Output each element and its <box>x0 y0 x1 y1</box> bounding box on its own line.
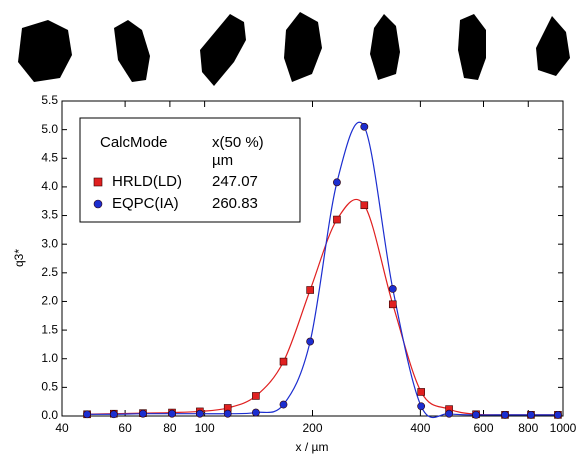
y-tick-label: 1.5 <box>41 322 58 336</box>
x-tick-label: 80 <box>163 421 177 435</box>
point <box>306 286 314 294</box>
point <box>554 410 562 419</box>
y-tick-label: 2.5 <box>41 265 58 279</box>
point <box>306 337 315 346</box>
y-tick-label: 3.5 <box>41 208 58 222</box>
y-tick-label: 3.0 <box>41 236 58 250</box>
point <box>109 410 118 419</box>
point <box>223 409 232 418</box>
x-tick-label: 1000 <box>550 421 577 435</box>
legend-value: 260.83 <box>212 195 258 212</box>
series-line <box>87 198 558 416</box>
y-axis-label: q3* <box>12 249 26 267</box>
point <box>168 409 176 418</box>
point <box>360 201 369 210</box>
point <box>279 357 288 366</box>
legend-marker <box>93 177 103 187</box>
legend-label: EQPC(IA) <box>112 195 179 212</box>
point <box>251 408 260 417</box>
point <box>360 122 369 131</box>
x-tick-label: 800 <box>518 421 538 435</box>
y-tick-label: 0.0 <box>41 408 58 422</box>
point <box>83 410 92 419</box>
y-tick-label: 4.5 <box>41 150 58 164</box>
x-axis-label: x / µm <box>296 440 329 454</box>
legend-title: CalcMode <box>100 134 168 151</box>
point <box>445 409 453 418</box>
y-tick-label: 4.0 <box>41 179 58 193</box>
point <box>388 284 397 293</box>
legend-value-header: x(50 %) <box>212 134 264 151</box>
x-tick-label: 600 <box>473 421 493 435</box>
legend-marker <box>93 199 103 209</box>
point <box>333 215 341 224</box>
particle-images <box>18 12 570 86</box>
point <box>501 410 509 419</box>
point <box>417 402 426 411</box>
y-tick-label: 2.0 <box>41 294 58 308</box>
point <box>527 410 535 419</box>
y-tick-label: 5.0 <box>41 122 58 136</box>
x-tick-label: 100 <box>195 421 215 435</box>
point <box>388 300 397 309</box>
x-tick-label: 60 <box>118 421 132 435</box>
point <box>472 410 480 419</box>
legend-value-unit: µm <box>212 152 233 169</box>
point <box>195 409 204 418</box>
y-tick-label: 0.5 <box>41 380 58 394</box>
point <box>333 178 341 187</box>
y-tick-label: 1.0 <box>41 351 58 365</box>
y-tick-label: 5.5 <box>41 93 58 107</box>
point <box>252 392 260 400</box>
point <box>139 409 147 418</box>
legend-label: HRLD(LD) <box>112 173 182 190</box>
point <box>279 400 288 409</box>
point <box>417 388 425 396</box>
legend-box <box>79 117 301 223</box>
legend-value: 247.07 <box>212 173 258 190</box>
x-tick-label: 40 <box>55 421 69 435</box>
x-tick-label: 200 <box>302 421 322 435</box>
x-tick-label: 400 <box>410 421 430 435</box>
